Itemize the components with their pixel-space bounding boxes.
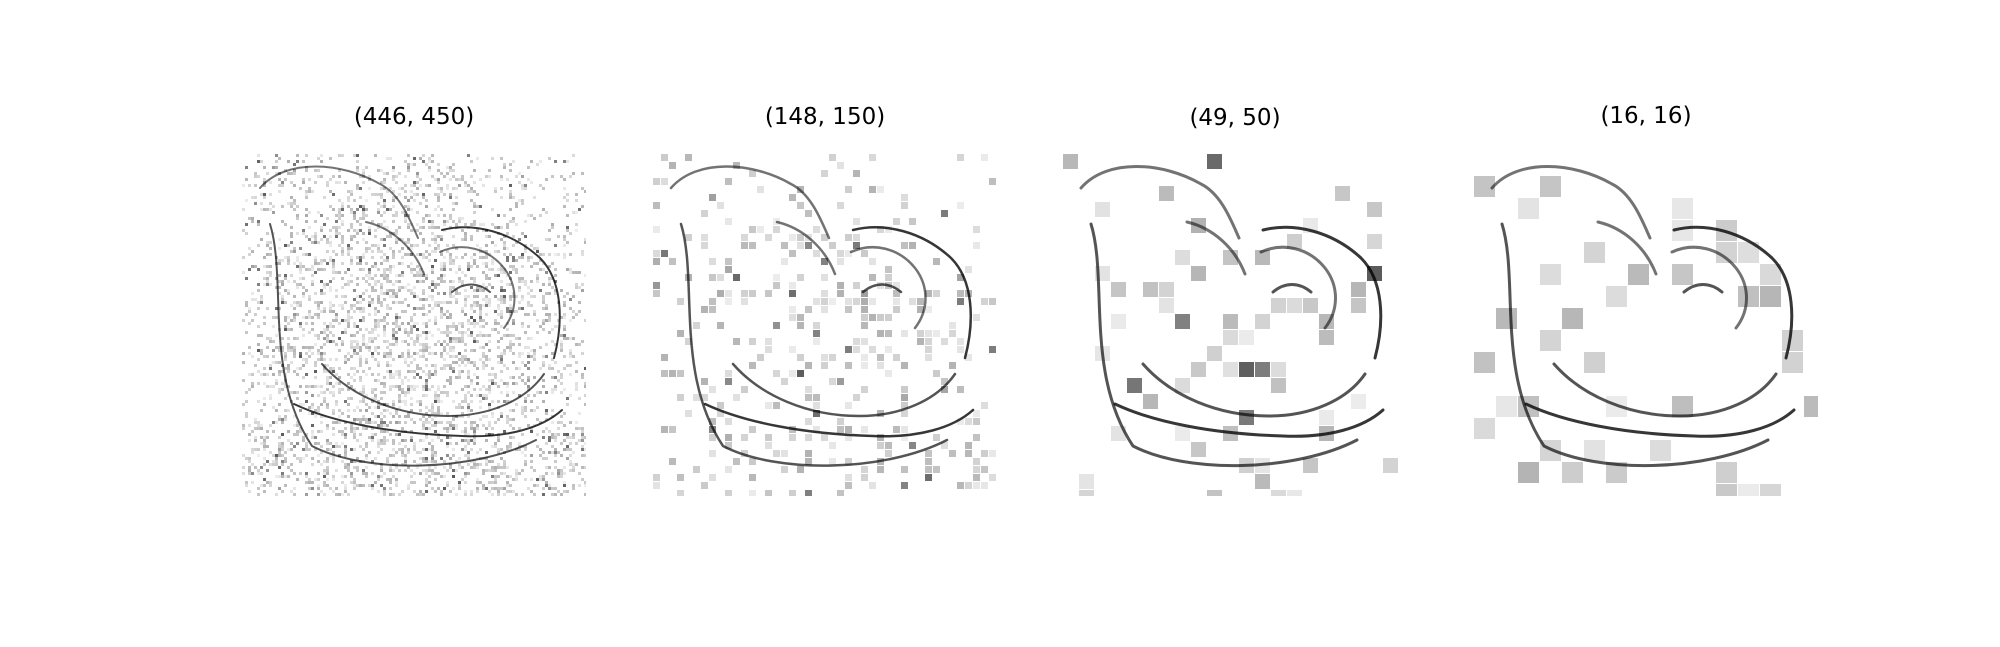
panel-4: (16, 16) bbox=[1474, 0, 1818, 647]
panel-3-image bbox=[1063, 154, 1407, 496]
panel-1-title: (446, 450) bbox=[353, 104, 475, 130]
panel-3-title: (49, 50) bbox=[1189, 105, 1281, 131]
panel-2-title: (148, 150) bbox=[764, 104, 886, 130]
image-content bbox=[242, 154, 586, 496]
panel-4-title: (16, 16) bbox=[1600, 103, 1692, 129]
image-content bbox=[1474, 154, 1818, 496]
panel-1-image bbox=[242, 154, 586, 496]
panel-4-image bbox=[1474, 154, 1818, 496]
image-content bbox=[1063, 154, 1407, 496]
panel-3: (49, 50) bbox=[1063, 0, 1407, 647]
image-content bbox=[653, 154, 997, 496]
panel-2: (148, 150) bbox=[653, 0, 997, 647]
panel-1: (446, 450) bbox=[242, 0, 586, 647]
panel-2-image bbox=[653, 154, 997, 496]
